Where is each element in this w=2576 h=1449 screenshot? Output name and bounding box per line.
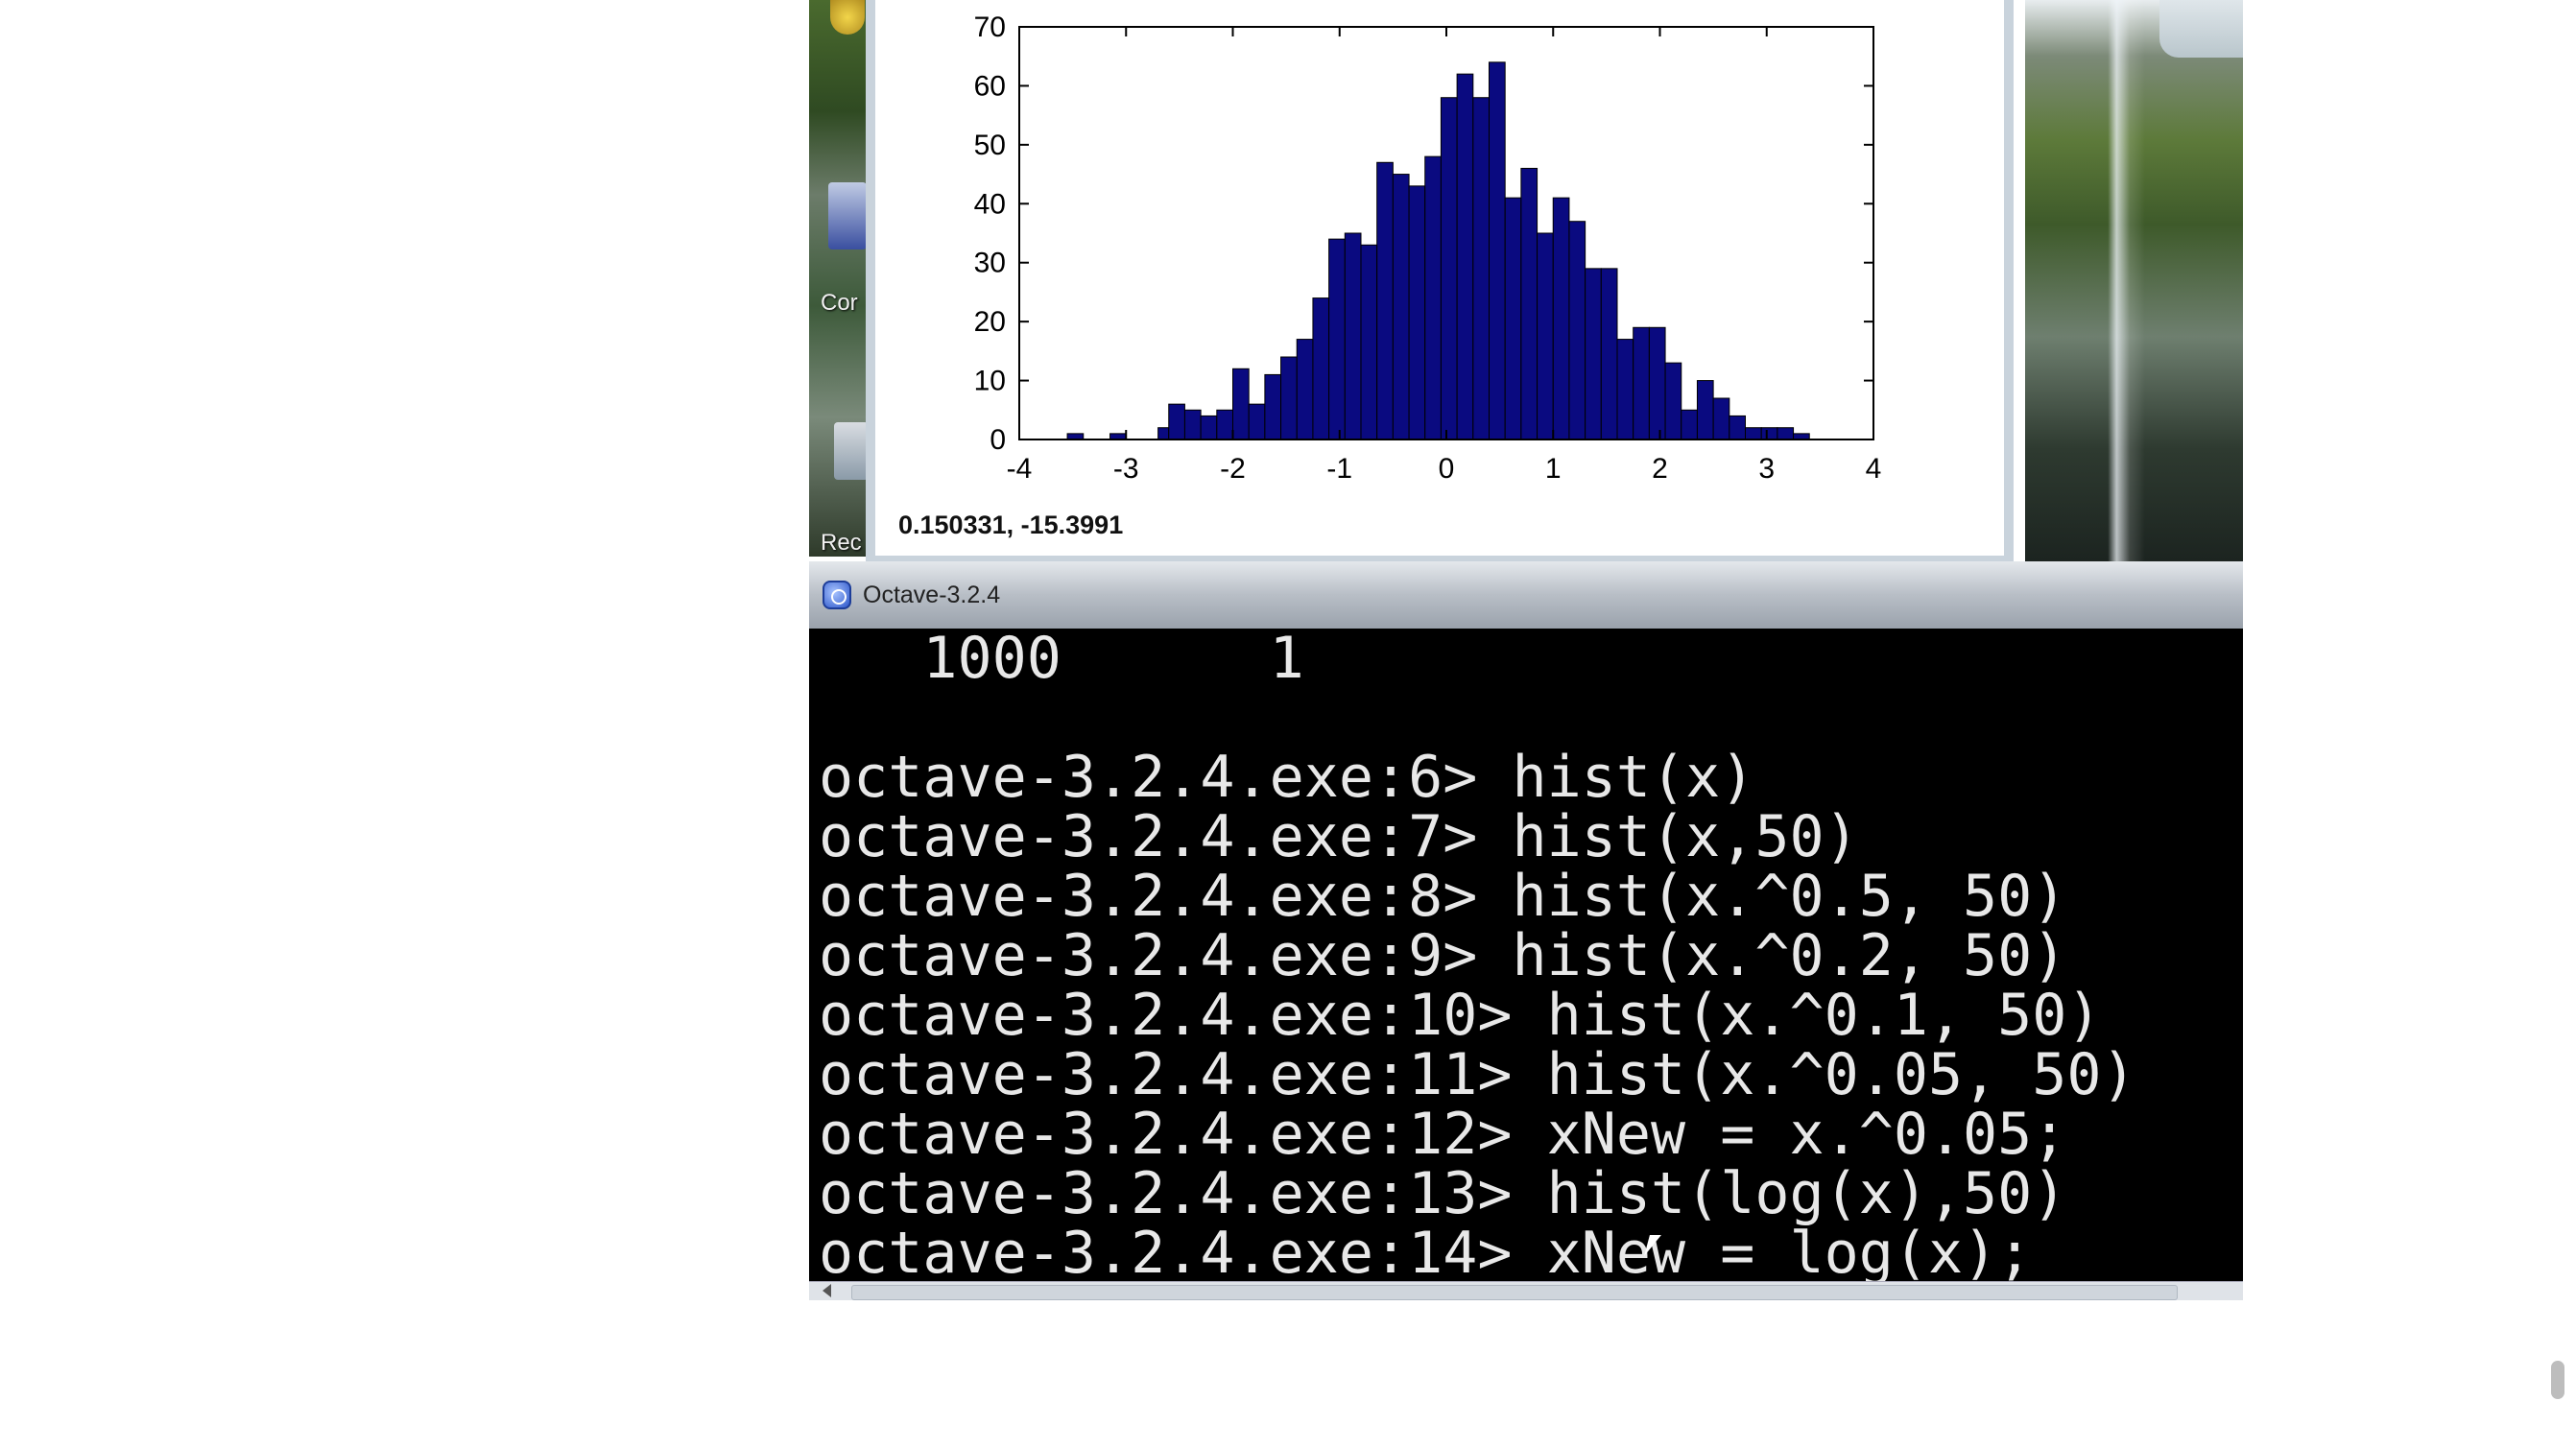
histogram-bar bbox=[1216, 409, 1233, 440]
histogram-bars bbox=[1066, 61, 1810, 440]
x-tick-label: 0 bbox=[1439, 453, 1455, 485]
page-scrollbar-thumb[interactable] bbox=[2551, 1361, 2564, 1399]
histogram-bar bbox=[1633, 326, 1650, 440]
histogram-bar bbox=[1681, 409, 1698, 440]
console-line: octave-3.2.4.exe:6> hist(x) bbox=[819, 744, 1755, 811]
histogram-bar bbox=[1696, 380, 1714, 440]
computer-icon[interactable] bbox=[828, 182, 867, 249]
histogram-bar bbox=[1376, 161, 1394, 440]
histogram-bar bbox=[1472, 97, 1490, 440]
histogram-bar bbox=[1440, 97, 1458, 440]
x-tick-label: -3 bbox=[1113, 453, 1139, 485]
desktop-wallpaper-left: Cor Rec bbox=[809, 0, 871, 557]
histogram-bar bbox=[1312, 297, 1330, 440]
y-tick-label: 40 bbox=[974, 188, 1006, 220]
console-line bbox=[819, 688, 2243, 748]
histogram-bar bbox=[1729, 415, 1746, 440]
histogram-bar bbox=[1520, 167, 1538, 440]
y-tick-label: 10 bbox=[974, 366, 1006, 397]
console-line: octave-3.2.4.exe:11> hist(x.^0.05, 50) bbox=[819, 1041, 2136, 1108]
desktop-wallpaper-sky bbox=[2159, 0, 2243, 58]
histogram-bar bbox=[1552, 197, 1570, 440]
desktop-wallpaper-right bbox=[2025, 0, 2243, 561]
histogram-bar bbox=[1328, 238, 1346, 440]
histogram-bar bbox=[1408, 185, 1426, 440]
console-line: 1000 1 bbox=[819, 629, 1304, 692]
histogram-bar bbox=[1745, 427, 1762, 440]
y-tick-label: 70 bbox=[974, 12, 1006, 43]
octave-titlebar[interactable]: Octave-3.2.4 bbox=[809, 561, 2243, 629]
console-line: octave-3.2.4.exe:9> hist(x.^0.2, 50) bbox=[819, 922, 2067, 989]
y-tick-label: 20 bbox=[974, 306, 1006, 338]
console-line: octave-3.2.4.exe:10> hist(x.^0.1, 50) bbox=[819, 982, 2102, 1049]
octave-window[interactable]: Octave-3.2.4 1000 1 octave-3.2.4.exe:6> h… bbox=[809, 561, 2243, 1300]
histogram-bar bbox=[1760, 427, 1778, 440]
console-line: octave-3.2.4.exe:8> hist(x.^0.5, 50) bbox=[819, 863, 2067, 930]
histogram-bar bbox=[1280, 356, 1298, 440]
histogram-bar bbox=[1248, 403, 1266, 440]
scroll-left-icon[interactable] bbox=[823, 1284, 831, 1297]
y-tick-label: 50 bbox=[974, 130, 1006, 161]
console-line: octave-3.2.4.exe:12> xNew = x.^0.05; bbox=[819, 1101, 2067, 1168]
histogram-bar bbox=[1585, 268, 1602, 440]
histogram-bar bbox=[1232, 368, 1250, 440]
console-line: octave-3.2.4.exe:7> hist(x,50) bbox=[819, 803, 1859, 870]
histogram-bar bbox=[1264, 373, 1282, 440]
scrollbar-thumb[interactable] bbox=[851, 1285, 2178, 1300]
x-tick-label: -4 bbox=[1007, 453, 1033, 485]
histogram-bar bbox=[1168, 403, 1185, 440]
y-tick-label: 0 bbox=[990, 424, 1006, 456]
histogram-bar bbox=[1296, 339, 1314, 440]
x-tick-label: -1 bbox=[1326, 453, 1352, 485]
histogram-bar bbox=[1489, 61, 1506, 440]
histogram-bar bbox=[1183, 409, 1202, 440]
histogram-bar bbox=[1648, 326, 1666, 440]
histogram-bar bbox=[1712, 397, 1730, 440]
octave-app-icon bbox=[823, 581, 851, 609]
histogram-bar bbox=[1456, 73, 1474, 440]
y-tick-label: 30 bbox=[974, 248, 1006, 279]
histogram-bar bbox=[1537, 232, 1554, 440]
x-tick-label: 1 bbox=[1545, 453, 1562, 485]
histogram-bar bbox=[1600, 268, 1618, 440]
histogram-bar bbox=[1616, 339, 1634, 440]
histogram-bar bbox=[1424, 155, 1442, 440]
histogram-bar bbox=[1344, 232, 1362, 440]
recycle-bin-icon[interactable] bbox=[834, 422, 869, 480]
desktop-icon-label: Cor bbox=[821, 290, 858, 316]
desktop-shortcut-icon[interactable] bbox=[830, 0, 865, 35]
console-line: octave-3.2.4.exe:14> xNew = log(x); bbox=[819, 1220, 2033, 1281]
histogram-bar bbox=[1777, 427, 1795, 440]
coordinate-readout: 0.150331, -15.3991 bbox=[898, 511, 1124, 539]
x-tick-label: 2 bbox=[1652, 453, 1668, 485]
figure-window[interactable]: -4 -3 -2 -1 0 1 2 3 4 0 10 20 30 40 50 60 70 0.150331, -… bbox=[866, 0, 2014, 561]
histogram-bar bbox=[1664, 362, 1682, 440]
x-tick-label: 4 bbox=[1866, 453, 1882, 485]
octave-console[interactable]: 1000 1 octave-3.2.4.exe:6> hist(x) octave-… bbox=[819, 629, 2243, 1281]
histogram-bar bbox=[1200, 415, 1218, 440]
histogram-bar bbox=[1568, 221, 1586, 440]
histogram-bar bbox=[1360, 244, 1378, 440]
x-tick-label: 3 bbox=[1758, 453, 1775, 485]
y-tick-label: 60 bbox=[974, 70, 1006, 102]
horizontal-scrollbar[interactable] bbox=[809, 1281, 2243, 1300]
histogram-bar bbox=[1392, 174, 1410, 440]
histogram-bar bbox=[1157, 427, 1170, 440]
window-title: Octave-3.2.4 bbox=[863, 581, 1001, 608]
desktop-icon-label: Rec bbox=[821, 530, 862, 556]
x-tick-label: -2 bbox=[1220, 453, 1246, 485]
histogram-bar bbox=[1504, 197, 1522, 440]
console-line: octave-3.2.4.exe:13> hist(log(x),50) bbox=[819, 1160, 2067, 1227]
